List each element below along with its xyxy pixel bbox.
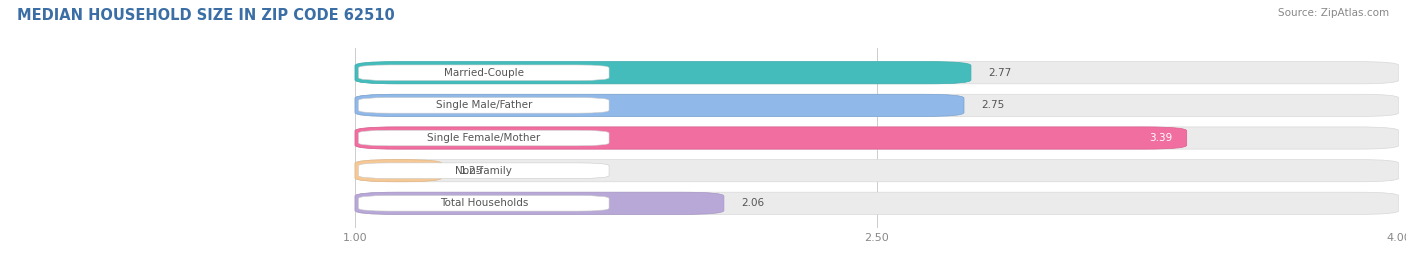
FancyBboxPatch shape bbox=[359, 65, 609, 80]
Text: Single Female/Mother: Single Female/Mother bbox=[427, 133, 540, 143]
Text: 1.25: 1.25 bbox=[460, 166, 482, 176]
Text: Married-Couple: Married-Couple bbox=[444, 68, 524, 78]
Text: Total Households: Total Households bbox=[440, 198, 529, 208]
FancyBboxPatch shape bbox=[354, 192, 724, 214]
FancyBboxPatch shape bbox=[354, 62, 1399, 84]
FancyBboxPatch shape bbox=[354, 192, 1399, 214]
Text: 2.77: 2.77 bbox=[988, 68, 1011, 78]
Text: 3.39: 3.39 bbox=[1150, 133, 1173, 143]
FancyBboxPatch shape bbox=[354, 94, 1399, 117]
FancyBboxPatch shape bbox=[354, 62, 972, 84]
FancyBboxPatch shape bbox=[354, 127, 1187, 149]
FancyBboxPatch shape bbox=[359, 98, 609, 113]
FancyBboxPatch shape bbox=[354, 127, 1399, 149]
FancyBboxPatch shape bbox=[359, 196, 609, 211]
FancyBboxPatch shape bbox=[359, 163, 609, 178]
Text: Single Male/Father: Single Male/Father bbox=[436, 100, 531, 110]
Text: 2.75: 2.75 bbox=[981, 100, 1005, 110]
FancyBboxPatch shape bbox=[354, 94, 965, 117]
FancyBboxPatch shape bbox=[354, 159, 1399, 182]
Text: Source: ZipAtlas.com: Source: ZipAtlas.com bbox=[1278, 8, 1389, 18]
Text: Non-family: Non-family bbox=[456, 166, 512, 176]
Text: 2.06: 2.06 bbox=[741, 198, 765, 208]
Text: MEDIAN HOUSEHOLD SIZE IN ZIP CODE 62510: MEDIAN HOUSEHOLD SIZE IN ZIP CODE 62510 bbox=[17, 8, 395, 23]
FancyBboxPatch shape bbox=[354, 159, 441, 182]
FancyBboxPatch shape bbox=[359, 130, 609, 146]
